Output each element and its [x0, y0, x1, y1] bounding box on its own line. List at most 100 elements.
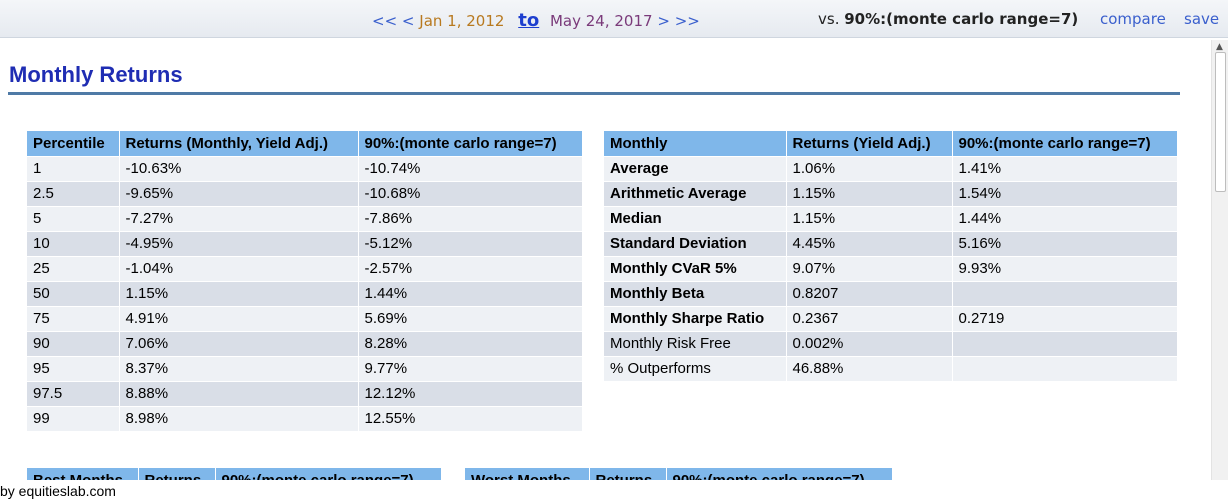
benchmark-cell — [952, 331, 1178, 357]
benchmark-cell: 12.55% — [358, 406, 583, 432]
returns-cell: 4.45% — [786, 231, 953, 257]
returns-cell: -4.95% — [119, 231, 359, 257]
benchmark-cell: -10.74% — [358, 156, 583, 182]
returns-cell: -7.27% — [119, 206, 359, 232]
benchmark-cell — [952, 281, 1178, 307]
last-period-button[interactable]: >> — [674, 12, 700, 30]
percentile-cell: 75 — [27, 306, 120, 332]
table-row: Monthly Risk Free 0.002% — [604, 331, 1178, 357]
returns-cell: 8.37% — [119, 356, 359, 382]
benchmark-cell: -10.68% — [358, 181, 583, 207]
metric-name-cell: Median — [604, 206, 787, 232]
percentile-cell: 95 — [27, 356, 120, 382]
table-row: 90 7.06% 8.28% — [27, 331, 583, 357]
returns-cell: 9.07% — [786, 256, 953, 282]
benchmark-cell: -2.57% — [358, 256, 583, 282]
benchmark-cell: 1.44% — [952, 206, 1178, 232]
benchmark-cell — [952, 356, 1178, 382]
vertical-scrollbar[interactable]: ▲ — [1211, 40, 1228, 480]
returns-cell: 7.06% — [119, 331, 359, 357]
viewport-bottom-edge — [0, 480, 1211, 503]
save-link[interactable]: save — [1184, 10, 1220, 28]
benchmark-cell: 1.41% — [952, 156, 1178, 182]
table-row: Monthly Beta 0.8207 — [604, 281, 1178, 307]
benchmark-cell: 5.16% — [952, 231, 1178, 257]
scroll-up-icon[interactable]: ▲ — [1216, 42, 1223, 52]
monthly-statistics-table: Monthly Returns (Yield Adj.) 90%:(monte … — [604, 131, 1178, 382]
vs-prefix: vs. — [818, 10, 840, 28]
metric-name-cell: Monthly Sharpe Ratio — [604, 306, 787, 332]
scrollbar-thumb[interactable] — [1215, 52, 1226, 192]
returns-cell: 0.002% — [786, 331, 953, 357]
returns-cell: 46.88% — [786, 356, 953, 382]
table-row: Monthly CVaR 5% 9.07% 9.93% — [604, 256, 1178, 282]
first-period-button[interactable]: << — [372, 12, 398, 30]
prev-period-button[interactable]: < — [401, 12, 415, 30]
table-row: 5 -7.27% -7.86% — [27, 206, 583, 232]
top-toolbar: << < Jan 1, 2012 to May 24, 2017 > >> vs… — [0, 0, 1228, 38]
returns-cell: 8.98% — [119, 406, 359, 432]
percentile-cell: 10 — [27, 231, 120, 257]
column-header: 90%:(monte carlo range=7) — [952, 131, 1178, 157]
benchmark-cell: 8.28% — [358, 331, 583, 357]
to-link[interactable]: to — [518, 10, 540, 31]
percentile-cell: 97.5 — [27, 381, 120, 407]
percentile-cell: 50 — [27, 281, 120, 307]
compare-link[interactable]: compare — [1100, 10, 1166, 28]
percentile-cell: 25 — [27, 256, 120, 282]
table-header-row: Monthly Returns (Yield Adj.) 90%:(monte … — [604, 131, 1178, 157]
next-period-button[interactable]: > — [657, 12, 670, 30]
metric-name-cell: Monthly Risk Free — [604, 331, 787, 357]
table-row: % Outperforms 46.88% — [604, 356, 1178, 382]
percentile-cell: 99 — [27, 406, 120, 432]
table-row: 1 -10.63% -10.74% — [27, 156, 583, 182]
table-row: 99 8.98% 12.55% — [27, 406, 583, 432]
title-divider — [8, 92, 1180, 95]
benchmark-cell: 5.69% — [358, 306, 583, 332]
table-row: 75 4.91% 5.69% — [27, 306, 583, 332]
table-row: 10 -4.95% -5.12% — [27, 231, 583, 257]
comparison-label: vs. 90%:(monte carlo range=7) — [818, 10, 1078, 28]
metric-name-cell: Monthly Beta — [604, 281, 787, 307]
benchmark-cell: 12.12% — [358, 381, 583, 407]
returns-cell: -1.04% — [119, 256, 359, 282]
column-header: Returns (Monthly, Yield Adj.) — [119, 131, 359, 157]
benchmark-cell: 9.93% — [952, 256, 1178, 282]
table-header-row: Percentile Returns (Monthly, Yield Adj.)… — [27, 131, 583, 157]
footer-credit: by equitieslab.com — [0, 483, 116, 499]
metric-name-cell: Arithmetic Average — [604, 181, 787, 207]
comparison-benchmark: 90%:(monte carlo range=7) — [844, 10, 1079, 28]
table-row: 97.5 8.88% 12.12% — [27, 381, 583, 407]
metric-name-cell: Standard Deviation — [604, 231, 787, 257]
returns-cell: 1.15% — [119, 281, 359, 307]
benchmark-cell: 1.44% — [358, 281, 583, 307]
table-row: Arithmetic Average 1.15% 1.54% — [604, 181, 1178, 207]
benchmark-cell: -5.12% — [358, 231, 583, 257]
returns-cell: 1.06% — [786, 156, 953, 182]
table-row: Median 1.15% 1.44% — [604, 206, 1178, 232]
returns-cell: -9.65% — [119, 181, 359, 207]
column-header: Returns (Yield Adj.) — [786, 131, 953, 157]
date-range-nav: << < Jan 1, 2012 to May 24, 2017 > >> — [372, 10, 700, 31]
percentile-returns-table: Percentile Returns (Monthly, Yield Adj.)… — [27, 131, 583, 432]
table-row: Standard Deviation 4.45% 5.16% — [604, 231, 1178, 257]
returns-cell: -10.63% — [119, 156, 359, 182]
table-row: 25 -1.04% -2.57% — [27, 256, 583, 282]
end-date[interactable]: May 24, 2017 — [549, 12, 653, 30]
percentile-cell: 90 — [27, 331, 120, 357]
table-row: 2.5 -9.65% -10.68% — [27, 181, 583, 207]
table-row: Average 1.06% 1.41% — [604, 156, 1178, 182]
benchmark-cell: 9.77% — [358, 356, 583, 382]
benchmark-cell: 1.54% — [952, 181, 1178, 207]
returns-cell: 0.2367 — [786, 306, 953, 332]
percentile-cell: 2.5 — [27, 181, 120, 207]
table-row: 95 8.37% 9.77% — [27, 356, 583, 382]
table-row: 50 1.15% 1.44% — [27, 281, 583, 307]
metric-name-cell: % Outperforms — [604, 356, 787, 382]
start-date[interactable]: Jan 1, 2012 — [419, 12, 505, 30]
returns-cell: 1.15% — [786, 181, 953, 207]
returns-cell: 8.88% — [119, 381, 359, 407]
benchmark-cell: -7.86% — [358, 206, 583, 232]
returns-cell: 4.91% — [119, 306, 359, 332]
page-title: Monthly Returns — [9, 62, 183, 87]
